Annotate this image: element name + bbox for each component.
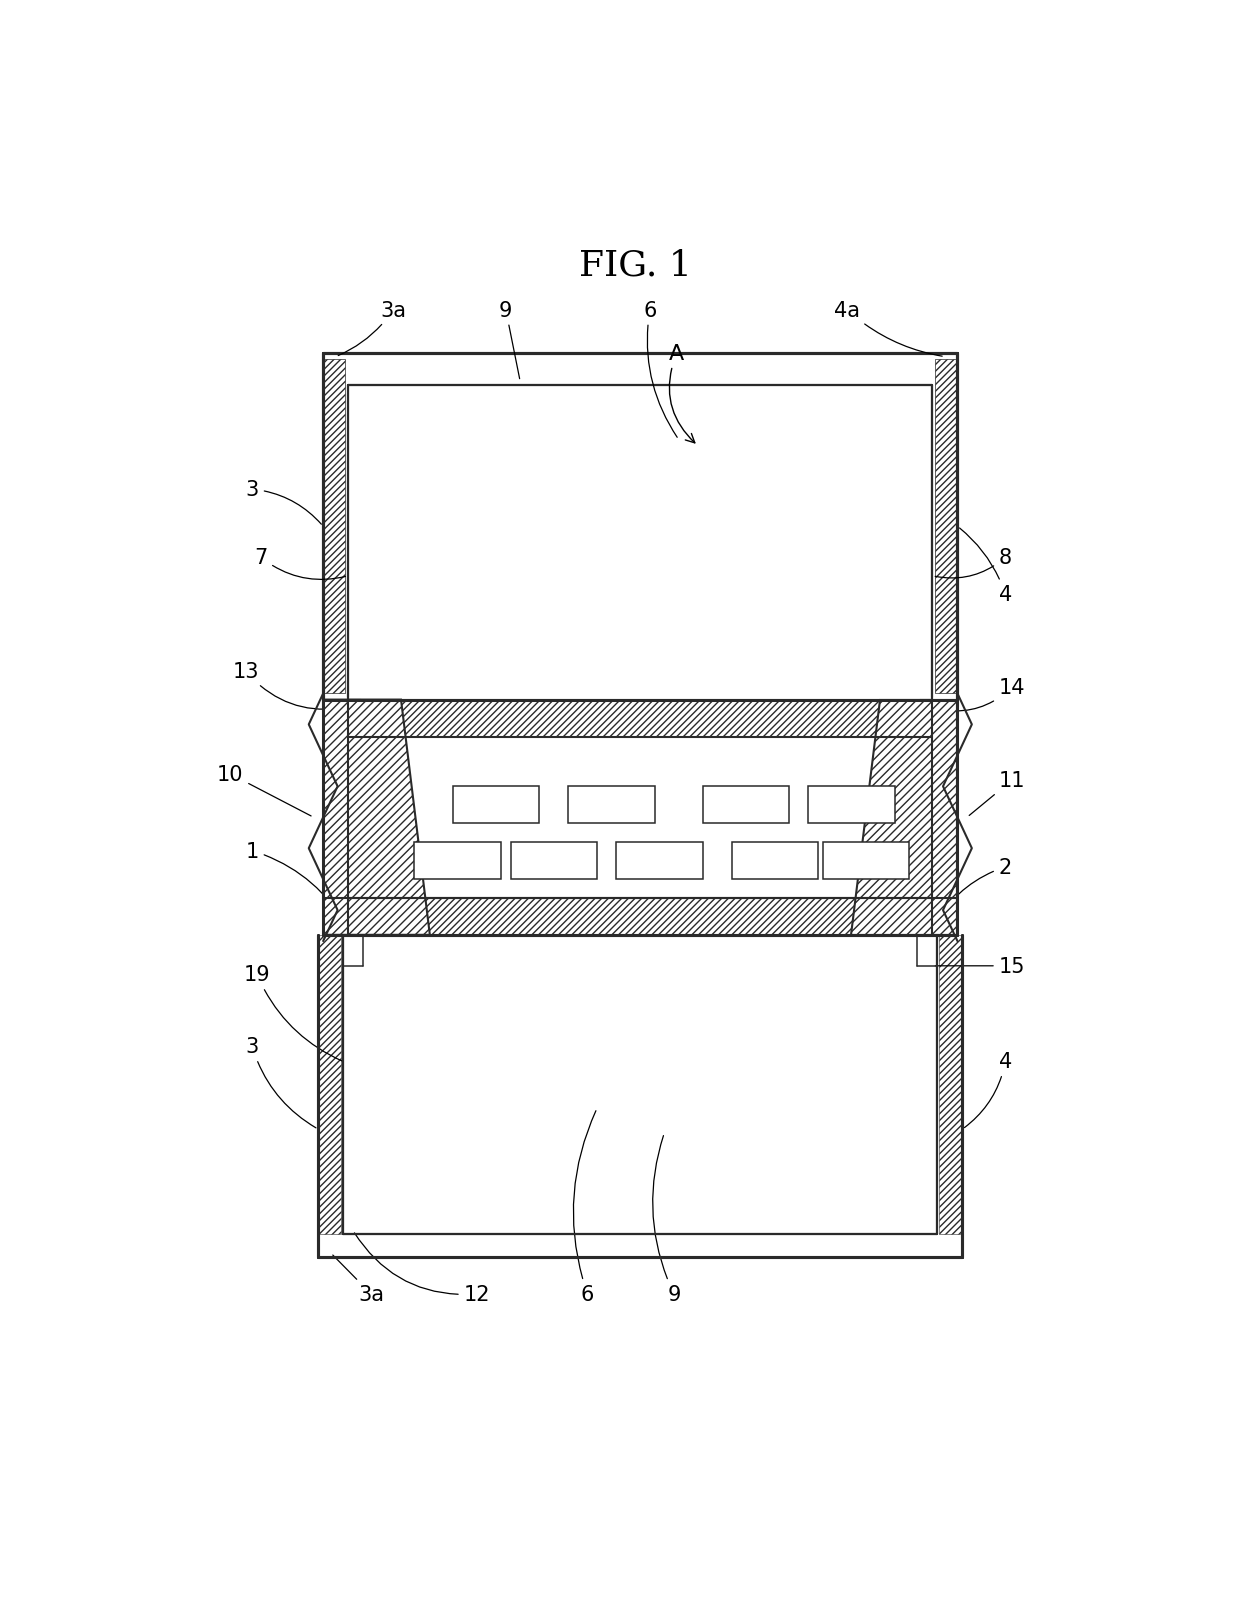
- Text: 15: 15: [935, 956, 1025, 975]
- Bar: [453, 787, 539, 824]
- Bar: [939, 935, 962, 1234]
- Text: 9: 9: [652, 1136, 681, 1305]
- Bar: [568, 787, 655, 824]
- Text: 12: 12: [355, 1233, 490, 1305]
- Text: 3: 3: [246, 1037, 316, 1128]
- Bar: [324, 354, 957, 386]
- Text: 10: 10: [217, 765, 311, 816]
- Bar: [348, 701, 932, 935]
- Bar: [932, 354, 957, 701]
- Bar: [616, 842, 703, 879]
- Bar: [808, 787, 895, 824]
- Bar: [361, 898, 920, 935]
- Text: 6: 6: [573, 1110, 596, 1305]
- Text: 3a: 3a: [332, 1255, 384, 1305]
- Bar: [361, 701, 920, 738]
- Text: 7: 7: [254, 548, 346, 580]
- Text: FIG. 1: FIG. 1: [579, 249, 692, 283]
- Text: 8: 8: [935, 548, 1012, 579]
- Text: 6: 6: [644, 301, 677, 439]
- Text: 14: 14: [930, 678, 1025, 712]
- Text: 4: 4: [960, 529, 1012, 604]
- Polygon shape: [324, 701, 430, 935]
- Bar: [319, 935, 341, 1234]
- Bar: [732, 842, 818, 879]
- Text: A: A: [670, 344, 694, 444]
- Bar: [324, 354, 348, 701]
- Polygon shape: [851, 701, 957, 935]
- Text: 1: 1: [246, 840, 347, 927]
- Bar: [823, 842, 909, 879]
- Text: 2: 2: [934, 857, 1012, 927]
- Text: 11: 11: [970, 771, 1025, 816]
- Bar: [511, 842, 596, 879]
- Bar: [343, 935, 937, 1234]
- Bar: [935, 360, 957, 694]
- Bar: [324, 360, 345, 694]
- Bar: [703, 787, 789, 824]
- Bar: [414, 842, 501, 879]
- Text: 19: 19: [244, 964, 342, 1062]
- Text: 3: 3: [246, 480, 321, 525]
- Text: 9: 9: [498, 301, 520, 379]
- Text: 13: 13: [232, 662, 350, 710]
- Text: 4: 4: [965, 1051, 1012, 1128]
- Text: 4a: 4a: [835, 301, 942, 357]
- Text: 3a: 3a: [339, 301, 407, 357]
